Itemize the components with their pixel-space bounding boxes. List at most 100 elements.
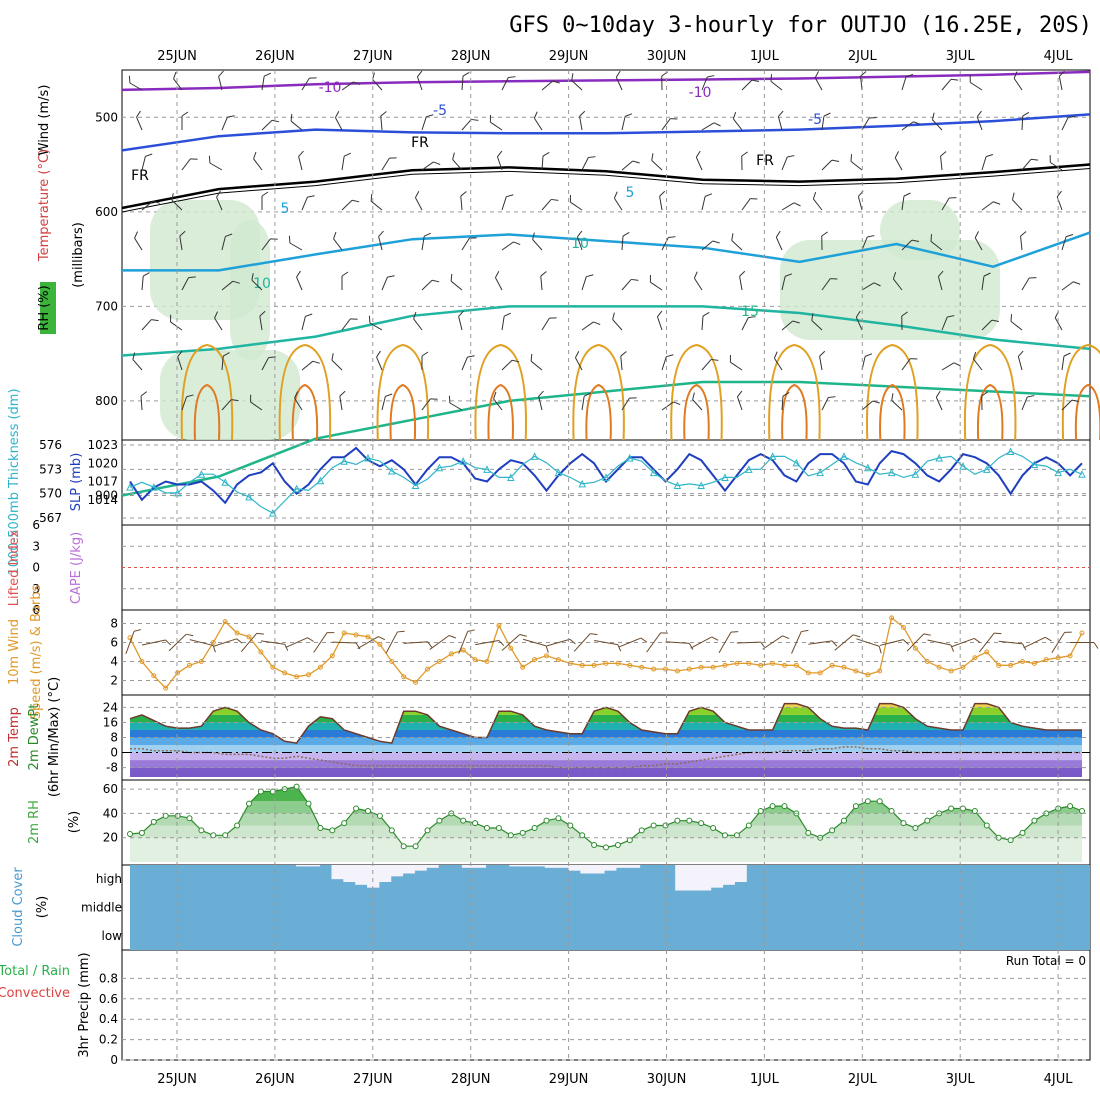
ylabel-precip: 3hr Precip (mm) <box>77 952 92 1057</box>
wind-barb-staff <box>1010 320 1023 331</box>
surface-barb-flag <box>878 646 882 654</box>
wind-barb-flag <box>622 232 630 237</box>
surface-barb-flag <box>831 640 838 647</box>
surface-barb-staff <box>690 636 713 649</box>
wind-barb-staff <box>861 236 868 251</box>
wind-barb <box>141 200 160 211</box>
wind-barb <box>821 112 831 131</box>
wind-barb <box>781 392 790 411</box>
wind-barb-staff <box>421 116 427 131</box>
wind-barb <box>452 152 463 171</box>
wind-barb-flag <box>1049 155 1051 163</box>
thickness-marker <box>1030 460 1039 468</box>
wind-barb-staff <box>581 321 594 331</box>
wind-barb-staff <box>421 236 425 251</box>
cloud-cell <box>414 865 427 871</box>
temp-band <box>130 722 1082 730</box>
wind-speed-point <box>222 619 228 625</box>
thickness-marker <box>316 476 325 485</box>
surface-barb <box>879 639 909 646</box>
surface-barb-staff <box>313 632 328 653</box>
wind-barb-flag <box>430 398 438 400</box>
surface-barb <box>403 641 433 648</box>
surface-barb <box>927 639 955 652</box>
surface-barb-flag <box>569 638 576 645</box>
wind-barb-staff <box>251 279 263 291</box>
ylabel-slp: SLP (mb) <box>69 453 84 512</box>
contour-label: 5 <box>626 185 635 201</box>
wind-barb-flag <box>1054 311 1059 318</box>
wind-barb <box>181 158 198 171</box>
wind-barb-staff <box>171 199 183 211</box>
wind-barb <box>981 154 994 171</box>
wind-speed-point <box>555 657 561 663</box>
contour-label: -5 <box>808 112 822 128</box>
wind-barb-staff <box>179 236 183 251</box>
wind-barb-flag <box>569 194 571 203</box>
wind-barb <box>1021 158 1039 171</box>
surface-barb-staff <box>125 631 135 654</box>
contour-label: 15 <box>741 304 759 320</box>
wind-barb-flag <box>869 117 877 119</box>
rh-point <box>829 827 836 834</box>
date-label-top: 26JUN <box>255 49 295 64</box>
warm-lobe-inner <box>879 383 906 441</box>
wind-speed-point <box>829 662 835 668</box>
wind-barb-staff <box>1021 396 1028 411</box>
wind-barb-staff <box>651 160 663 171</box>
wind-barb <box>930 234 943 251</box>
y-tick-label: 800 <box>95 394 118 408</box>
contour-label: -10 <box>689 85 712 101</box>
rh-point <box>912 824 919 831</box>
cloud-cell <box>331 865 344 880</box>
wind-barb-staff <box>930 240 943 251</box>
wind-barb <box>1011 192 1023 211</box>
wind-barb <box>781 273 793 291</box>
wind-barb <box>812 191 823 211</box>
surface-barb-flag <box>902 639 909 645</box>
cloud-cell <box>402 865 415 874</box>
wind-barb <box>259 310 266 331</box>
cloud-cell <box>675 865 688 891</box>
wind-barb-flag <box>613 191 618 199</box>
wind-barb-flag <box>729 354 731 363</box>
wind-speed-point <box>936 664 942 670</box>
wind-barb-staff <box>1049 161 1063 171</box>
wind-barb-flag <box>773 351 778 359</box>
wind-barb <box>448 395 463 411</box>
wind-barb <box>615 70 623 91</box>
wind-speed-point <box>817 670 823 676</box>
wind-barb-flag <box>659 190 666 197</box>
thickness-marker <box>554 468 563 477</box>
ylabel-precip-convective: Convective <box>0 986 70 1001</box>
surface-barb-staff <box>906 633 925 652</box>
rh-point <box>1019 829 1026 836</box>
wind-barb-flag <box>250 394 252 402</box>
y-tick-label: 2 <box>110 674 118 688</box>
wind-barb-staff <box>659 196 663 211</box>
wind-barb-staff <box>1061 281 1074 291</box>
wind-barb <box>901 74 914 91</box>
panel-frame-wind <box>121 609 1091 696</box>
date-label-top: 2JUL <box>848 49 878 64</box>
wind-barb <box>901 358 918 371</box>
wind-barb <box>341 81 361 91</box>
wind-barb-flag <box>450 273 453 282</box>
thickness-marker <box>1078 470 1086 478</box>
wind-barb-flag <box>298 150 304 157</box>
wind-barb-flag <box>462 72 470 77</box>
rh-point <box>674 817 681 824</box>
wind-barb-flag <box>666 354 674 358</box>
wind-barb <box>821 396 836 411</box>
wind-barb-staff <box>289 242 303 251</box>
surface-barb <box>594 639 622 652</box>
surface-barb <box>906 633 931 652</box>
wind-barb <box>661 401 681 411</box>
y-tick-label: 40 <box>103 806 118 820</box>
wind-barb-flag <box>460 191 467 197</box>
wind-barb <box>181 394 194 411</box>
wind-barb <box>541 80 560 91</box>
rh-point <box>614 841 621 848</box>
wind-barb-flag <box>128 75 131 84</box>
wind-barb-staff <box>1061 236 1067 251</box>
